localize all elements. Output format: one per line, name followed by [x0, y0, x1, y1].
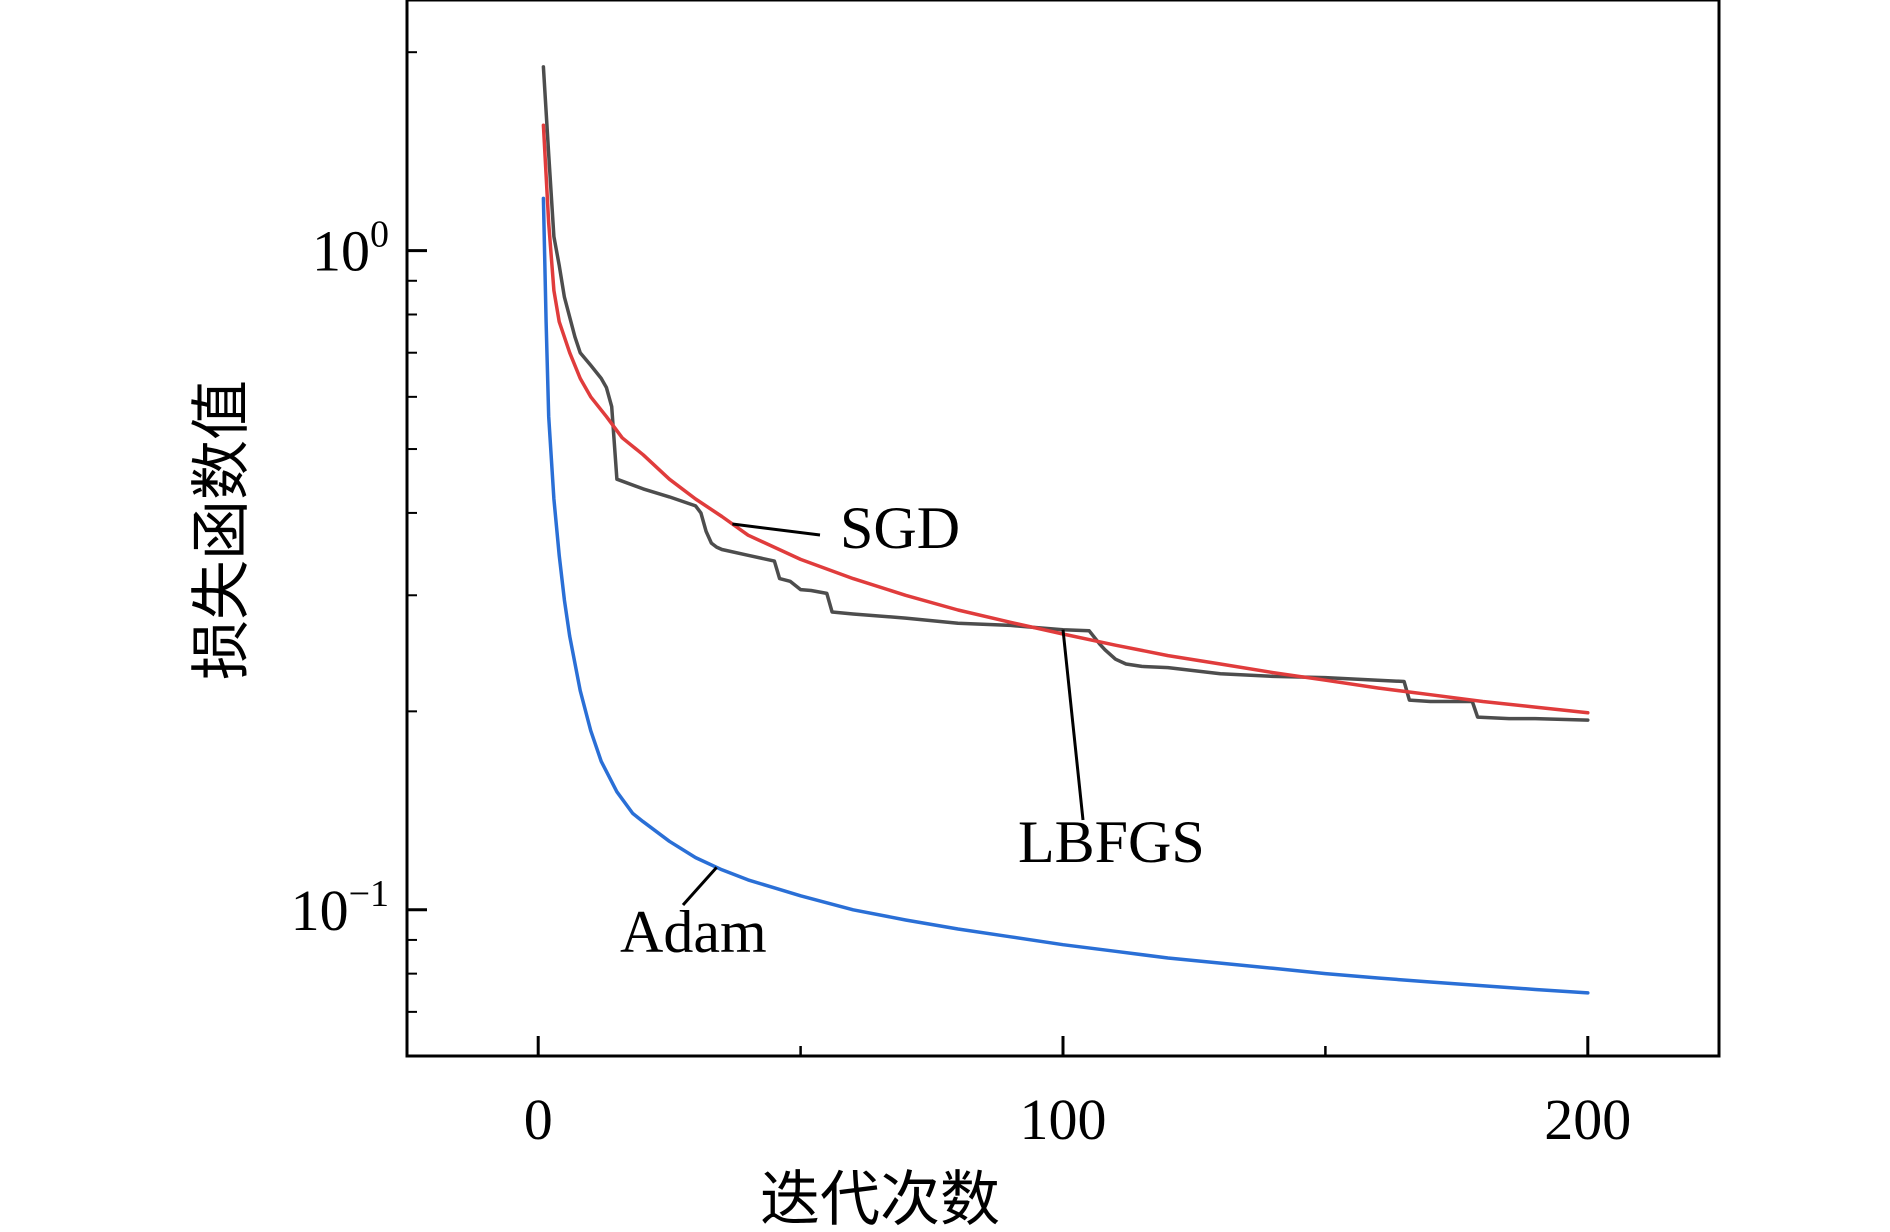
axis-ticks: 0 100 200 100 10−1	[291, 51, 1631, 1152]
series-line-sgd	[541, 123, 1590, 715]
annotation-layer: SGD LBFGS Adam	[620, 495, 1205, 965]
annotation-lbfgs: LBFGS	[1018, 809, 1205, 875]
annotation-adam: Adam	[620, 899, 767, 965]
y-tick-label: 10−1	[291, 873, 389, 943]
leader-line-adam	[681, 866, 718, 906]
annotation-sgd: SGD	[840, 495, 960, 561]
x-axis-title: 迭代次数	[760, 1167, 1000, 1232]
x-tick-label: 0	[524, 1087, 553, 1152]
series-line-adam	[541, 196, 1590, 995]
y-tick-label: 100	[312, 214, 389, 284]
plot-frame	[405, 0, 1721, 1058]
y-axis-title: 损失函数值	[189, 380, 255, 680]
leader-line-lbfgs	[1061, 629, 1085, 821]
series-layer	[541, 65, 1590, 995]
series-line-lbfgs	[541, 65, 1590, 722]
x-tick-label: 200	[1544, 1087, 1631, 1152]
x-tick-label: 100	[1020, 1087, 1107, 1152]
leader-line-sgd	[732, 522, 821, 537]
